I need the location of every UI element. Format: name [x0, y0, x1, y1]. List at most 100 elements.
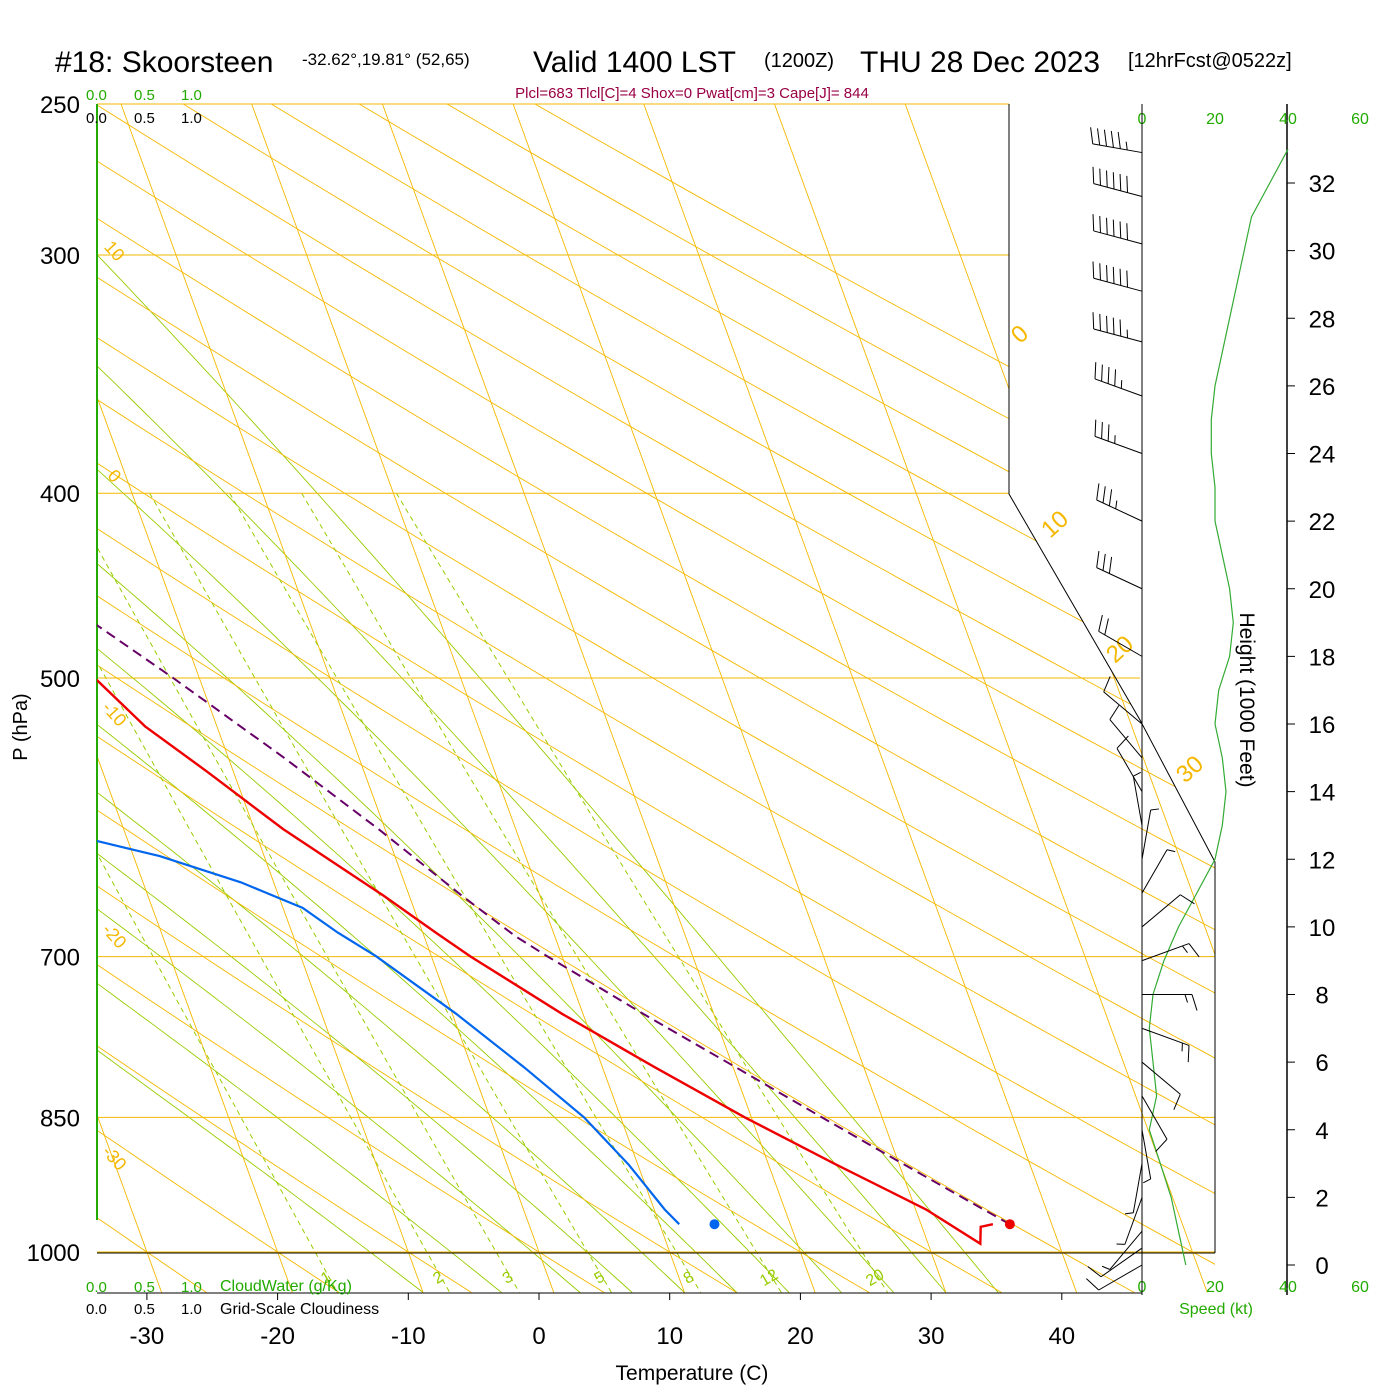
- barb-feather: [1103, 676, 1111, 693]
- barb-feather: [1096, 483, 1100, 501]
- x-tick-label: -30: [130, 1323, 165, 1350]
- barb-half-feather: [1182, 945, 1188, 953]
- barb-feather: [1090, 127, 1094, 144]
- barb-feather: [1114, 369, 1117, 387]
- wind-barb: [1092, 214, 1143, 245]
- speed-tick-40-top: 40: [1279, 111, 1297, 128]
- wind-barb: [1086, 1264, 1143, 1291]
- isotherm-label: 10: [1036, 505, 1074, 543]
- plot-frame: [96, 104, 1216, 1254]
- barb-feather: [1096, 550, 1100, 568]
- dry-adiabats: [97, 104, 1215, 1293]
- mixing-ratio-line: [149, 492, 612, 1293]
- barb-feather: [1110, 130, 1114, 148]
- height-tick-label: 32: [1309, 171, 1336, 198]
- dry-adiabat: [97, 104, 340, 1293]
- wind-barb: [1101, 1230, 1143, 1270]
- barb-feather: [1101, 364, 1103, 382]
- height-tick-label: 16: [1309, 712, 1336, 739]
- cloudiness-tick-0: 0.0: [86, 110, 107, 127]
- barb-feather: [1119, 268, 1122, 286]
- x-tick-label: 30: [918, 1323, 945, 1350]
- barb-staff: [1093, 328, 1143, 343]
- height-tick-label: 2: [1315, 1185, 1328, 1212]
- barb-staff: [1141, 809, 1152, 860]
- wind-barb: [1124, 1163, 1143, 1215]
- barb-feather: [1099, 263, 1101, 281]
- axes: -30 -20 -10 0 10 20 30 400246810121416182022242…: [97, 104, 1335, 1350]
- barb-feather: [1126, 175, 1129, 193]
- barb-feather: [1099, 215, 1101, 233]
- isotherm: [0, 0, 31, 1292]
- moist-adiabat: [97, 104, 424, 1293]
- barb-feather: [1112, 266, 1115, 284]
- barb-staff: [1141, 1027, 1190, 1046]
- barb-feather: [1107, 366, 1110, 384]
- barb-half-feather: [1143, 1178, 1151, 1184]
- barb-staff: [1141, 894, 1181, 928]
- barb-feather: [1102, 553, 1106, 571]
- isotherm-label: -10: [98, 698, 130, 731]
- dry-adiabat: [97, 104, 1002, 1293]
- dry-adiabat: [97, 104, 472, 1293]
- barb-staff: [1141, 1061, 1181, 1095]
- barb-feather: [1099, 314, 1101, 331]
- isotherm-label: -30: [98, 1142, 130, 1175]
- mixing-ratio-label: 5: [592, 1268, 608, 1287]
- isotherms: [0, 0, 1215, 1293]
- x-tick-label: -10: [391, 1323, 426, 1350]
- x-tick-label: 0: [532, 1323, 545, 1350]
- height-tick-label: 8: [1315, 983, 1328, 1010]
- wind-barb: [1087, 1247, 1143, 1278]
- right-boundary: [1008, 104, 1216, 1253]
- wind-barb: [1109, 705, 1143, 759]
- barb-feather: [1112, 219, 1115, 237]
- moist-adiabat: [97, 104, 790, 1293]
- barb-feather: [1119, 319, 1122, 337]
- dry-adiabat: [97, 104, 1215, 1293]
- surface-temperature-dot: [1004, 1219, 1015, 1230]
- cloudwater-scale-bottom: 0.0 0.5 1.0 CloudWater (g/Kg) 0.0 0.5 1.…: [86, 1278, 379, 1318]
- pressure-label: 850: [40, 1105, 80, 1132]
- barb-staff: [1096, 567, 1143, 590]
- dry-adiabat: [97, 104, 737, 1293]
- barb-staff: [1141, 1129, 1152, 1180]
- barb-staff: [1092, 143, 1143, 154]
- wind-barb: [1141, 943, 1200, 962]
- barb-feather: [1112, 317, 1115, 335]
- x-tick-label: 10: [656, 1323, 683, 1350]
- wind-barb: [1142, 994, 1198, 1011]
- height-tick-label: 18: [1309, 644, 1336, 671]
- wind-barb: [1096, 550, 1143, 590]
- speed-tick-20-bottom: 20: [1206, 1279, 1224, 1296]
- barb-staff: [1093, 230, 1143, 245]
- barb-staff: [1124, 1197, 1143, 1245]
- barb-feather: [1092, 166, 1095, 184]
- barb-staff: [1093, 277, 1143, 292]
- wind-barb: [1096, 483, 1143, 522]
- barb-feather: [1101, 422, 1103, 439]
- isotherm: [837, 104, 1215, 1293]
- barb-feather: [1180, 894, 1195, 905]
- barb-staff: [1141, 849, 1168, 894]
- parcel-profile: [97, 119, 1011, 1226]
- cloudiness-tick-1-bottom: 0.5: [134, 1301, 155, 1318]
- mixing-ratio-line: [229, 492, 702, 1293]
- wind-barb: [1141, 894, 1195, 928]
- barb-feather: [1104, 618, 1109, 635]
- isotherm: [314, 104, 816, 1293]
- mixing-ratio-line: [97, 492, 338, 1293]
- height-tick-label: 4: [1315, 1118, 1328, 1145]
- barb-feather: [1109, 705, 1120, 720]
- barb-staff: [1132, 1163, 1143, 1213]
- barb-staff: [1141, 1095, 1168, 1140]
- dry-adiabat: [97, 104, 1135, 1293]
- surface-dewpoint-dot: [709, 1219, 720, 1230]
- height-tick-label: 30: [1309, 239, 1336, 266]
- forecast-info: [12hrFcst@0522z]: [1128, 50, 1292, 72]
- isotherm: [576, 104, 1077, 1293]
- moist-adiabat: [97, 104, 738, 1293]
- speed-tick-20-top: 20: [1206, 111, 1224, 128]
- moist-adiabat: [97, 104, 842, 1293]
- barb-feather: [1106, 170, 1108, 188]
